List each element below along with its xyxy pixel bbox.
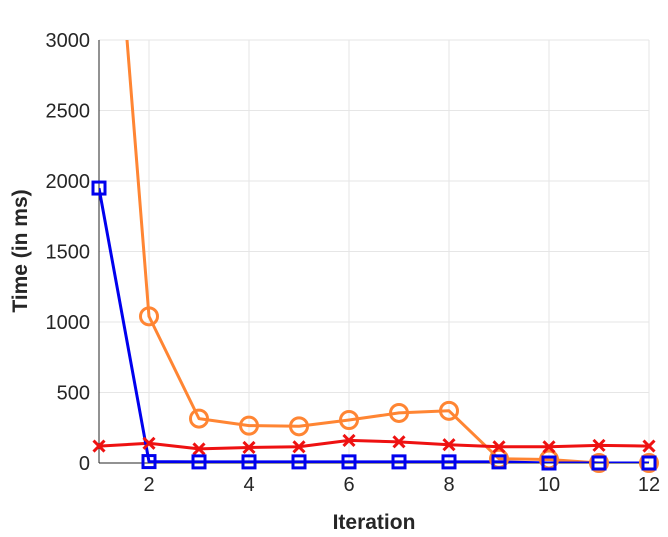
grid-lines	[99, 39, 650, 464]
data-point-x	[492, 440, 506, 454]
x-tick-label: 4	[243, 474, 254, 496]
x-tick-label: 10	[538, 474, 560, 496]
data-point-square	[141, 454, 157, 470]
data-point-x	[292, 440, 306, 454]
y-tick-label: 500	[57, 383, 90, 405]
data-point-circle	[389, 402, 409, 423]
y-tick-label: 1500	[46, 242, 91, 264]
data-point-circle	[339, 409, 359, 430]
data-point-x	[542, 440, 556, 454]
series-line-0	[125, 40, 649, 463]
data-point-circle	[239, 415, 259, 436]
y-tick-label: 1000	[46, 312, 91, 334]
y-tick-label: 0	[79, 453, 90, 475]
data-point-square	[591, 455, 607, 471]
data-point-circle	[189, 408, 209, 429]
data-point-circle	[639, 453, 659, 473]
data-point-square	[191, 454, 207, 470]
data-point-square	[91, 180, 107, 196]
data-point-square	[491, 454, 507, 470]
data-point-x	[142, 436, 156, 450]
series-lines	[99, 40, 649, 463]
data-point-square	[391, 454, 407, 470]
y-tick-label: 2500	[46, 101, 91, 123]
data-point-circle	[139, 306, 159, 327]
data-point-circle	[439, 400, 459, 421]
y-tick-label: 3000	[46, 30, 91, 52]
data-point-x	[192, 442, 206, 456]
x-tick-labels: 2 4 6 8 10 12	[143, 474, 660, 496]
data-point-x	[392, 435, 406, 449]
data-point-square	[291, 454, 307, 470]
data-point-square	[241, 454, 257, 470]
data-point-square	[641, 455, 657, 471]
data-point-square	[441, 454, 457, 470]
data-point-x	[242, 440, 256, 455]
x-tick-label: 6	[343, 474, 354, 496]
data-point-circle	[289, 416, 309, 437]
data-point-x	[592, 438, 606, 452]
data-point-square	[541, 455, 557, 471]
data-point-x	[642, 439, 656, 453]
series-markers	[91, 180, 659, 473]
x-tick-label: 12	[638, 474, 660, 496]
x-tick-label: 2	[143, 474, 154, 496]
data-point-x	[92, 439, 106, 453]
y-tick-label: 2000	[46, 171, 91, 193]
x-tick-label: 8	[443, 474, 454, 496]
series-line-2	[99, 187, 649, 463]
data-point-x	[442, 438, 456, 452]
data-point-x	[342, 433, 356, 448]
y-tick-labels: 0 500 1000 1500 2000 2500 3000	[46, 30, 91, 475]
series-line-1	[99, 438, 649, 451]
x-axis-title: Iteration	[333, 511, 416, 534]
y-axis-title: Time (in ms)	[9, 189, 32, 312]
data-point-square	[341, 454, 357, 470]
data-point-circle	[589, 453, 609, 473]
